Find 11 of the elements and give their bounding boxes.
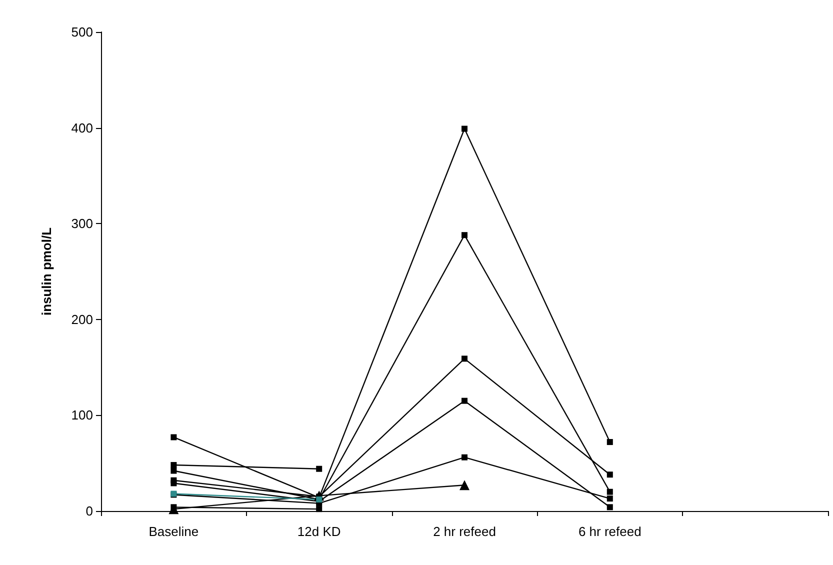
- x-tick-label: 12d KD: [297, 524, 341, 539]
- x-tick-label: 2 hr refeed: [433, 524, 496, 539]
- x-tick-label: 6 hr refeed: [578, 524, 642, 539]
- y-tick-label: 200: [71, 312, 93, 327]
- y-tick-label: 400: [71, 120, 93, 136]
- y-tick-label: 300: [71, 216, 93, 232]
- x-tick-label: Baseline: [148, 524, 199, 539]
- y-tick-label: 500: [71, 24, 93, 40]
- y-tick-label: 0: [86, 504, 93, 518]
- y-axis-title: insulin pmol/L: [39, 227, 54, 316]
- y-tick-label: 100: [71, 408, 93, 423]
